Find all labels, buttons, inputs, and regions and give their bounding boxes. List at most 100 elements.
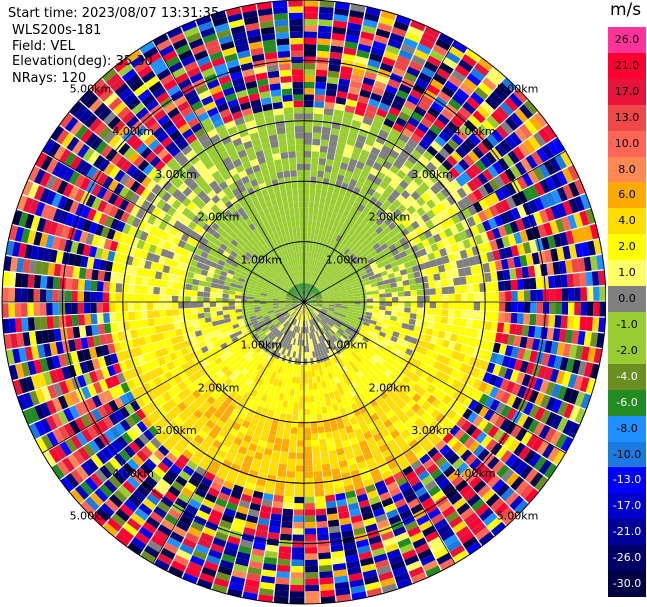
velocity-gate: [264, 319, 272, 325]
velocity-gate: [45, 356, 55, 371]
velocity-gate: [333, 324, 340, 330]
velocity-gate: [363, 430, 373, 440]
velocity-gate: [387, 460, 399, 470]
velocity-gate: [263, 421, 272, 430]
velocity-gate: [330, 281, 337, 287]
velocity-gate: [325, 89, 337, 97]
velocity-gate: [184, 290, 192, 297]
velocity-gate: [72, 450, 86, 465]
velocity-gate: [406, 138, 418, 149]
velocity-gate: [446, 194, 457, 206]
velocity-gate: [292, 304, 299, 308]
velocity-gate: [312, 376, 317, 384]
velocity-gate: [386, 268, 394, 275]
velocity-gate: [318, 19, 333, 27]
velocity-gate: [310, 302, 317, 304]
velocity-gate: [329, 378, 336, 386]
velocity-gate: [551, 414, 563, 430]
velocity-gate: [3, 256, 12, 272]
velocity-gate: [319, 288, 326, 293]
velocity-gate: [304, 44, 317, 51]
velocity-gate: [511, 396, 523, 410]
velocity-gate: [322, 326, 328, 333]
velocity-gate: [348, 228, 356, 236]
velocity-gate: [255, 260, 262, 267]
velocity-gate: [531, 338, 541, 351]
velocity-gate: [340, 309, 348, 314]
velocity-gate: [492, 364, 502, 376]
velocity-gate: [392, 217, 402, 227]
velocity-gate: [51, 236, 61, 250]
velocity-gate: [474, 234, 484, 245]
velocity-gate: [533, 456, 547, 472]
velocity-gate: [411, 481, 424, 493]
velocity-gate: [278, 393, 285, 401]
velocity-gate: [97, 419, 109, 433]
velocity-gate: [382, 536, 397, 547]
velocity-gate: [467, 192, 478, 204]
velocity-gate: [247, 508, 260, 518]
velocity-gate: [409, 313, 417, 320]
velocity-gate: [528, 404, 540, 419]
velocity-gate: [452, 390, 463, 401]
velocity-gate: [533, 421, 546, 437]
velocity-gate: [211, 320, 219, 327]
velocity-gate: [452, 497, 467, 511]
velocity-gate: [135, 467, 149, 480]
velocity-gate: [104, 461, 117, 475]
velocity-gate: [331, 32, 346, 41]
velocity-gate: [489, 239, 499, 251]
velocity-gate: [242, 254, 251, 262]
velocity-gate: [350, 514, 363, 524]
velocity-gate: [274, 437, 283, 445]
velocity-gate: [479, 507, 494, 522]
velocity-gate: [115, 242, 125, 254]
velocity-gate: [313, 233, 319, 241]
velocity-gate: [229, 529, 243, 540]
velocity-gate: [275, 312, 282, 317]
velocity-gate: [375, 438, 386, 448]
velocity-gate: [170, 560, 187, 573]
velocity-gate: [262, 315, 270, 320]
velocity-gate: [118, 142, 131, 156]
velocity-gate: [319, 577, 334, 585]
velocity-gate: [81, 386, 92, 400]
velocity-gate: [182, 217, 192, 227]
velocity-gate: [385, 344, 394, 352]
velocity-gate: [134, 346, 143, 357]
velocity-gate: [313, 470, 323, 478]
velocity-gate: [525, 337, 534, 350]
velocity-gate: [169, 227, 179, 237]
velocity-gate: [515, 267, 523, 279]
velocity-gate: [252, 344, 260, 351]
velocity-gate: [323, 236, 329, 244]
velocity-gate: [513, 232, 523, 245]
velocity-gate: [315, 282, 321, 288]
velocity-gate: [482, 168, 494, 182]
velocity-gate: [286, 382, 292, 389]
velocity-gate: [66, 327, 75, 340]
velocity-gate: [277, 366, 283, 374]
velocity-gate: [410, 302, 418, 308]
velocity-gate: [599, 302, 606, 317]
velocity-gate: [201, 214, 211, 223]
velocity-gate: [299, 339, 303, 346]
velocity-gate: [215, 434, 226, 444]
velocity-gate: [285, 298, 292, 301]
velocity-gate: [491, 478, 506, 493]
velocity-gate: [372, 86, 385, 97]
velocity-gate: [227, 587, 243, 598]
velocity-gate: [489, 399, 501, 412]
velocity-gate: [205, 276, 213, 283]
velocity-gate: [122, 480, 136, 494]
velocity-gate: [315, 294, 322, 298]
velocity-gate: [54, 223, 65, 237]
velocity-gate: [268, 376, 275, 385]
velocity-gate: [228, 302, 235, 306]
velocity-gate: [280, 367, 287, 375]
velocity-gate: [555, 218, 566, 233]
velocity-gate: [311, 144, 320, 152]
velocity-gate: [137, 159, 150, 172]
velocity-gate: [396, 424, 407, 434]
velocity-gate: [358, 189, 367, 199]
